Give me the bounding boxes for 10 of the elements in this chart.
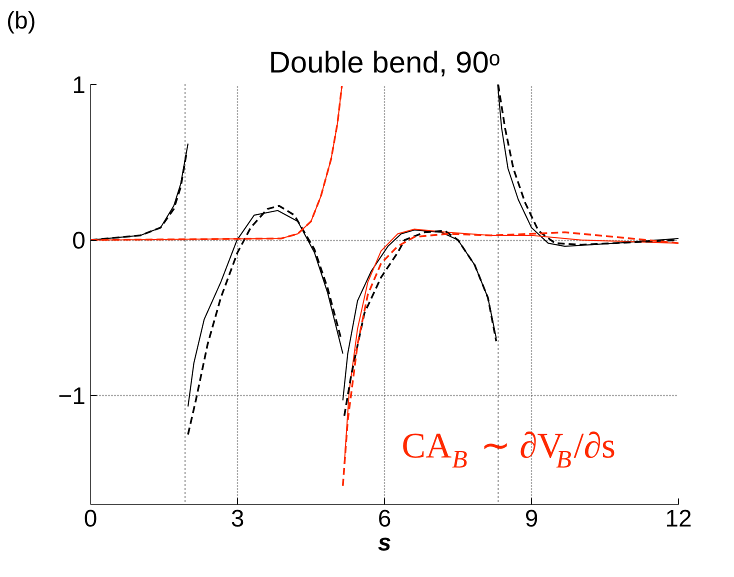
x-tick-label: 9	[524, 506, 538, 532]
text: (b)	[6, 8, 36, 34]
x-tick-label: 6	[378, 506, 392, 532]
y-tick-label: −1	[58, 383, 86, 410]
y-tick-label: 0	[72, 228, 86, 255]
x-tick-label: 12	[665, 506, 692, 532]
y-tick-label: 1	[72, 72, 86, 99]
x-tick-label: 3	[230, 506, 244, 532]
x-axis-title: s	[378, 530, 392, 556]
chart-title: Double bend, 90ᵒ	[268, 46, 500, 80]
